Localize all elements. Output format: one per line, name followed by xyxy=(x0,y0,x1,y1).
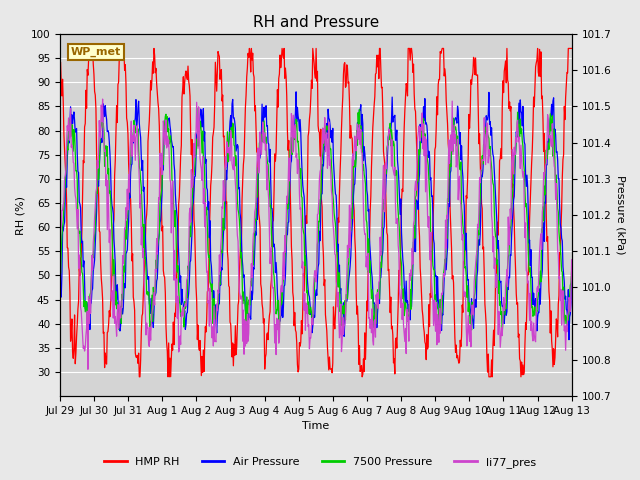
Y-axis label: RH (%): RH (%) xyxy=(15,195,25,235)
Title: RH and Pressure: RH and Pressure xyxy=(253,15,379,30)
Legend: HMP RH, Air Pressure, 7500 Pressure, li77_pres: HMP RH, Air Pressure, 7500 Pressure, li7… xyxy=(100,452,540,472)
Text: WP_met: WP_met xyxy=(71,47,122,57)
X-axis label: Time: Time xyxy=(302,421,330,432)
Y-axis label: Pressure (kPa): Pressure (kPa) xyxy=(615,175,625,255)
